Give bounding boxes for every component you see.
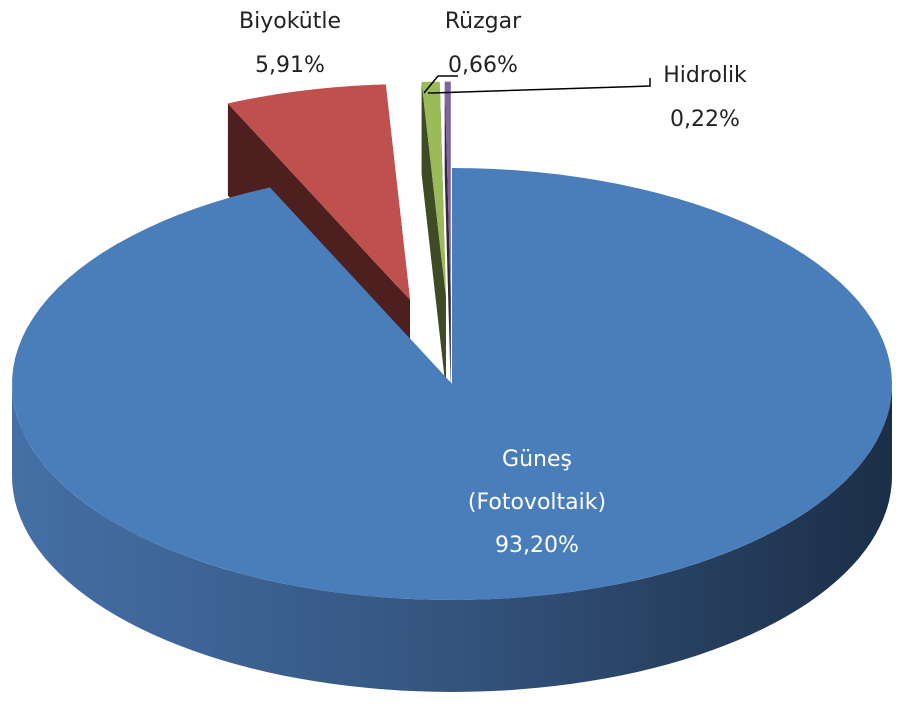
value-label: 0,22%: [670, 107, 740, 132]
label-hydro: Hidrolik 0,22%: [605, 54, 805, 142]
slice-edge-wall: [421, 82, 446, 390]
value-label: 0,66%: [448, 53, 518, 78]
slice-side: [12, 384, 892, 692]
value-label: 93,20%: [495, 533, 579, 558]
pie: [12, 81, 893, 692]
label-wind: Rüzgar 0,66%: [383, 0, 583, 88]
category-label: Güneş (Fotovoltaik): [467, 447, 607, 515]
slice: [227, 84, 410, 301]
label-biomass: Biyokütle 5,91%: [190, 0, 390, 88]
category-label: Biyokütle: [239, 9, 341, 34]
value-label: 5,91%: [255, 53, 325, 78]
slice: [421, 81, 446, 298]
leader-line: [428, 78, 651, 94]
leader-line: [423, 75, 458, 94]
category-label: Hidrolik: [663, 63, 747, 88]
category-label: Rüzgar: [444, 9, 522, 34]
label-solar: Güneş (Fotovoltaik) 93,20%: [437, 438, 637, 567]
slice-edge-wall: [444, 81, 451, 390]
slice: [12, 168, 893, 600]
slice: [444, 81, 451, 298]
